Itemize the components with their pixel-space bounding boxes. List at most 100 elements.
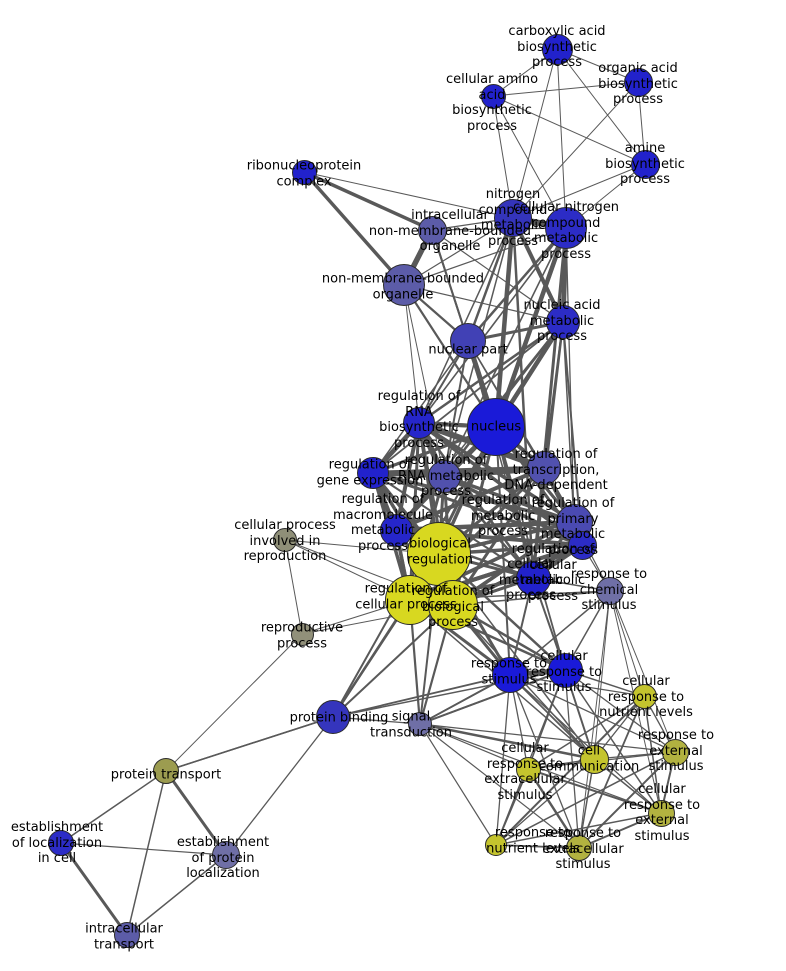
graph-edge: [578, 812, 662, 849]
graph-node[interactable]: [480, 83, 506, 109]
graph-node[interactable]: [450, 323, 486, 359]
graph-node[interactable]: [596, 577, 624, 605]
graph-node[interactable]: [153, 758, 179, 784]
graph-edge: [556, 48, 646, 165]
graph-edge: [565, 227, 575, 523]
graph-edge: [332, 604, 454, 718]
graph-edge: [394, 466, 546, 532]
graph-edge: [609, 590, 645, 697]
graph-node[interactable]: [403, 407, 435, 439]
graph-edge: [495, 426, 511, 676]
graph-edge: [495, 812, 662, 846]
graph-node[interactable]: [316, 700, 350, 734]
graph-node[interactable]: [114, 922, 140, 948]
graph-node[interactable]: [623, 67, 653, 97]
graph-edge: [419, 723, 529, 770]
graph-edge: [418, 722, 596, 761]
graph-node[interactable]: [567, 530, 597, 560]
graph-edge: [494, 226, 568, 429]
graph-edge: [403, 284, 445, 477]
graph-node[interactable]: [630, 149, 660, 179]
graph-node[interactable]: [273, 528, 297, 552]
graph-node[interactable]: [428, 580, 478, 630]
graph-node[interactable]: [492, 657, 528, 693]
graph-node[interactable]: [661, 738, 689, 766]
graph-edge: [492, 95, 567, 229]
graph-edge: [431, 229, 564, 323]
graph-node[interactable]: [579, 744, 609, 774]
graph-node[interactable]: [417, 215, 447, 245]
graph-edge: [512, 48, 558, 219]
graph-edge: [302, 170, 406, 287]
graph-edge: [303, 171, 514, 219]
graph-edge: [509, 674, 595, 760]
graph-edge: [527, 695, 645, 770]
graph-edge: [556, 48, 567, 229]
graph-node[interactable]: [383, 264, 425, 306]
graph-edge: [443, 227, 567, 477]
graph-edge: [578, 751, 676, 849]
graph-edge: [417, 320, 565, 425]
graph-edge: [164, 769, 228, 857]
graph-node[interactable]: [547, 652, 583, 688]
graph-edge: [564, 669, 580, 849]
graph-node[interactable]: [291, 159, 317, 185]
graph-node[interactable]: [385, 575, 435, 625]
graph-node[interactable]: [467, 398, 525, 456]
graph-edge: [466, 216, 515, 343]
graph-edge: [443, 340, 469, 477]
graph-node[interactable]: [212, 841, 240, 869]
graph-edge: [60, 770, 167, 844]
graph-edge: [578, 758, 595, 849]
graph-node[interactable]: [427, 459, 461, 493]
graph-edge: [284, 539, 303, 635]
graph-edge: [562, 321, 575, 523]
graph-node[interactable]: [48, 830, 74, 856]
graph-edge: [165, 633, 303, 772]
graph-edge: [126, 770, 167, 936]
graph-node[interactable]: [515, 560, 551, 596]
graph-node[interactable]: [541, 33, 573, 65]
graph-node[interactable]: [647, 799, 675, 827]
graph-edge: [419, 723, 580, 849]
graph-edge: [302, 170, 434, 232]
graph-edge: [165, 716, 334, 772]
graph-node[interactable]: [546, 305, 580, 339]
graph-node[interactable]: [527, 451, 561, 485]
graph-edge: [492, 95, 514, 219]
graph-edge: [578, 590, 611, 849]
graph-edge: [526, 767, 581, 850]
graph-edge: [332, 674, 511, 718]
graph-node[interactable]: [566, 835, 592, 861]
graph-node[interactable]: [515, 756, 541, 782]
graph-node[interactable]: [545, 207, 587, 249]
graph-edge: [495, 758, 595, 846]
graph-edge: [225, 716, 334, 856]
graph-node[interactable]: [631, 683, 657, 709]
graph-edge: [495, 674, 511, 846]
graph-node[interactable]: [485, 834, 507, 856]
graph-node[interactable]: [379, 513, 413, 547]
graph-edge: [564, 669, 662, 814]
graph-edge: [509, 674, 580, 849]
graph-edge: [466, 226, 568, 343]
graph-edge: [509, 590, 611, 676]
graph-edge: [509, 674, 676, 753]
graph-edge: [403, 227, 567, 286]
graph-node[interactable]: [290, 622, 314, 646]
graph-node[interactable]: [494, 199, 532, 237]
graph-edge: [492, 95, 646, 165]
graph-node[interactable]: [408, 712, 432, 736]
graph-edge: [495, 695, 645, 846]
graph-edge: [60, 842, 227, 856]
graph-edge: [527, 768, 662, 814]
graph-edge: [495, 426, 566, 671]
graph-edge: [495, 768, 529, 846]
graph-edge: [59, 841, 129, 937]
graph-edge: [419, 723, 497, 846]
graph-node[interactable]: [357, 457, 389, 489]
graph-edge: [419, 669, 566, 725]
graph-edge: [495, 844, 580, 849]
